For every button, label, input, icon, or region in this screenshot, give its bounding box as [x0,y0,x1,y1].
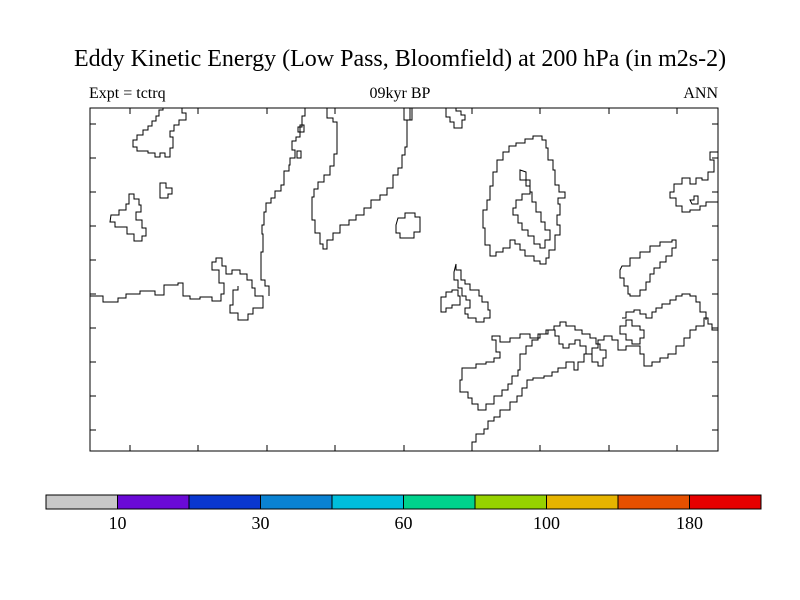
coastline-east-2 [622,293,707,320]
colorbar-label-2: 60 [394,513,413,533]
coastline-greenland-detail [296,124,305,159]
colorbar-box-0 [45,494,118,510]
experiment-label: Expt = tctrq [89,85,166,102]
coastline-baffin [132,108,187,158]
coastline-greenland-west [260,108,306,296]
colorbar-label-0: 10 [108,513,127,533]
colorbar-label-3: 100 [533,513,560,533]
colorbar-box-2 [188,494,261,510]
coastline-island-2 [109,193,147,242]
colorbar-box-4 [331,494,404,510]
coastline-scandinavia [482,135,566,265]
colorbar-box-6 [474,494,547,510]
coastline-britain [453,263,491,323]
colorbar-box-5 [403,494,476,510]
coastline-greenland-detail-2 [403,108,413,121]
coastline-greenland-east [311,108,411,250]
period-label: 09kyr BP [369,85,431,102]
coastlines [90,108,718,451]
coastline-novaya-zemlya [669,151,718,213]
coastline-iceland [395,212,421,239]
colorbar-box-8 [617,494,690,510]
colorbar-box-9 [689,494,762,510]
plot-title: Eddy Kinetic Energy (Low Pass, Bloomfiel… [73,46,727,72]
coastline-europe-north [459,321,607,411]
colorbar-box-7 [546,494,619,510]
coastline-island-3 [689,195,699,205]
coastline-east-3 [619,319,645,345]
colorbar-label-1: 30 [251,513,270,533]
coastline-baltic [512,169,551,249]
coastline-labrador [90,257,264,321]
colorbar-box-1 [117,494,190,510]
colorbar-box-3 [260,494,333,510]
coastline-island-1 [159,182,173,199]
coastline-svalbard [445,108,466,129]
season-label: ANN [683,85,718,102]
colorbar-label-4: 180 [676,513,703,533]
coastline-east-1 [619,239,677,297]
coastline-ireland [440,289,461,313]
